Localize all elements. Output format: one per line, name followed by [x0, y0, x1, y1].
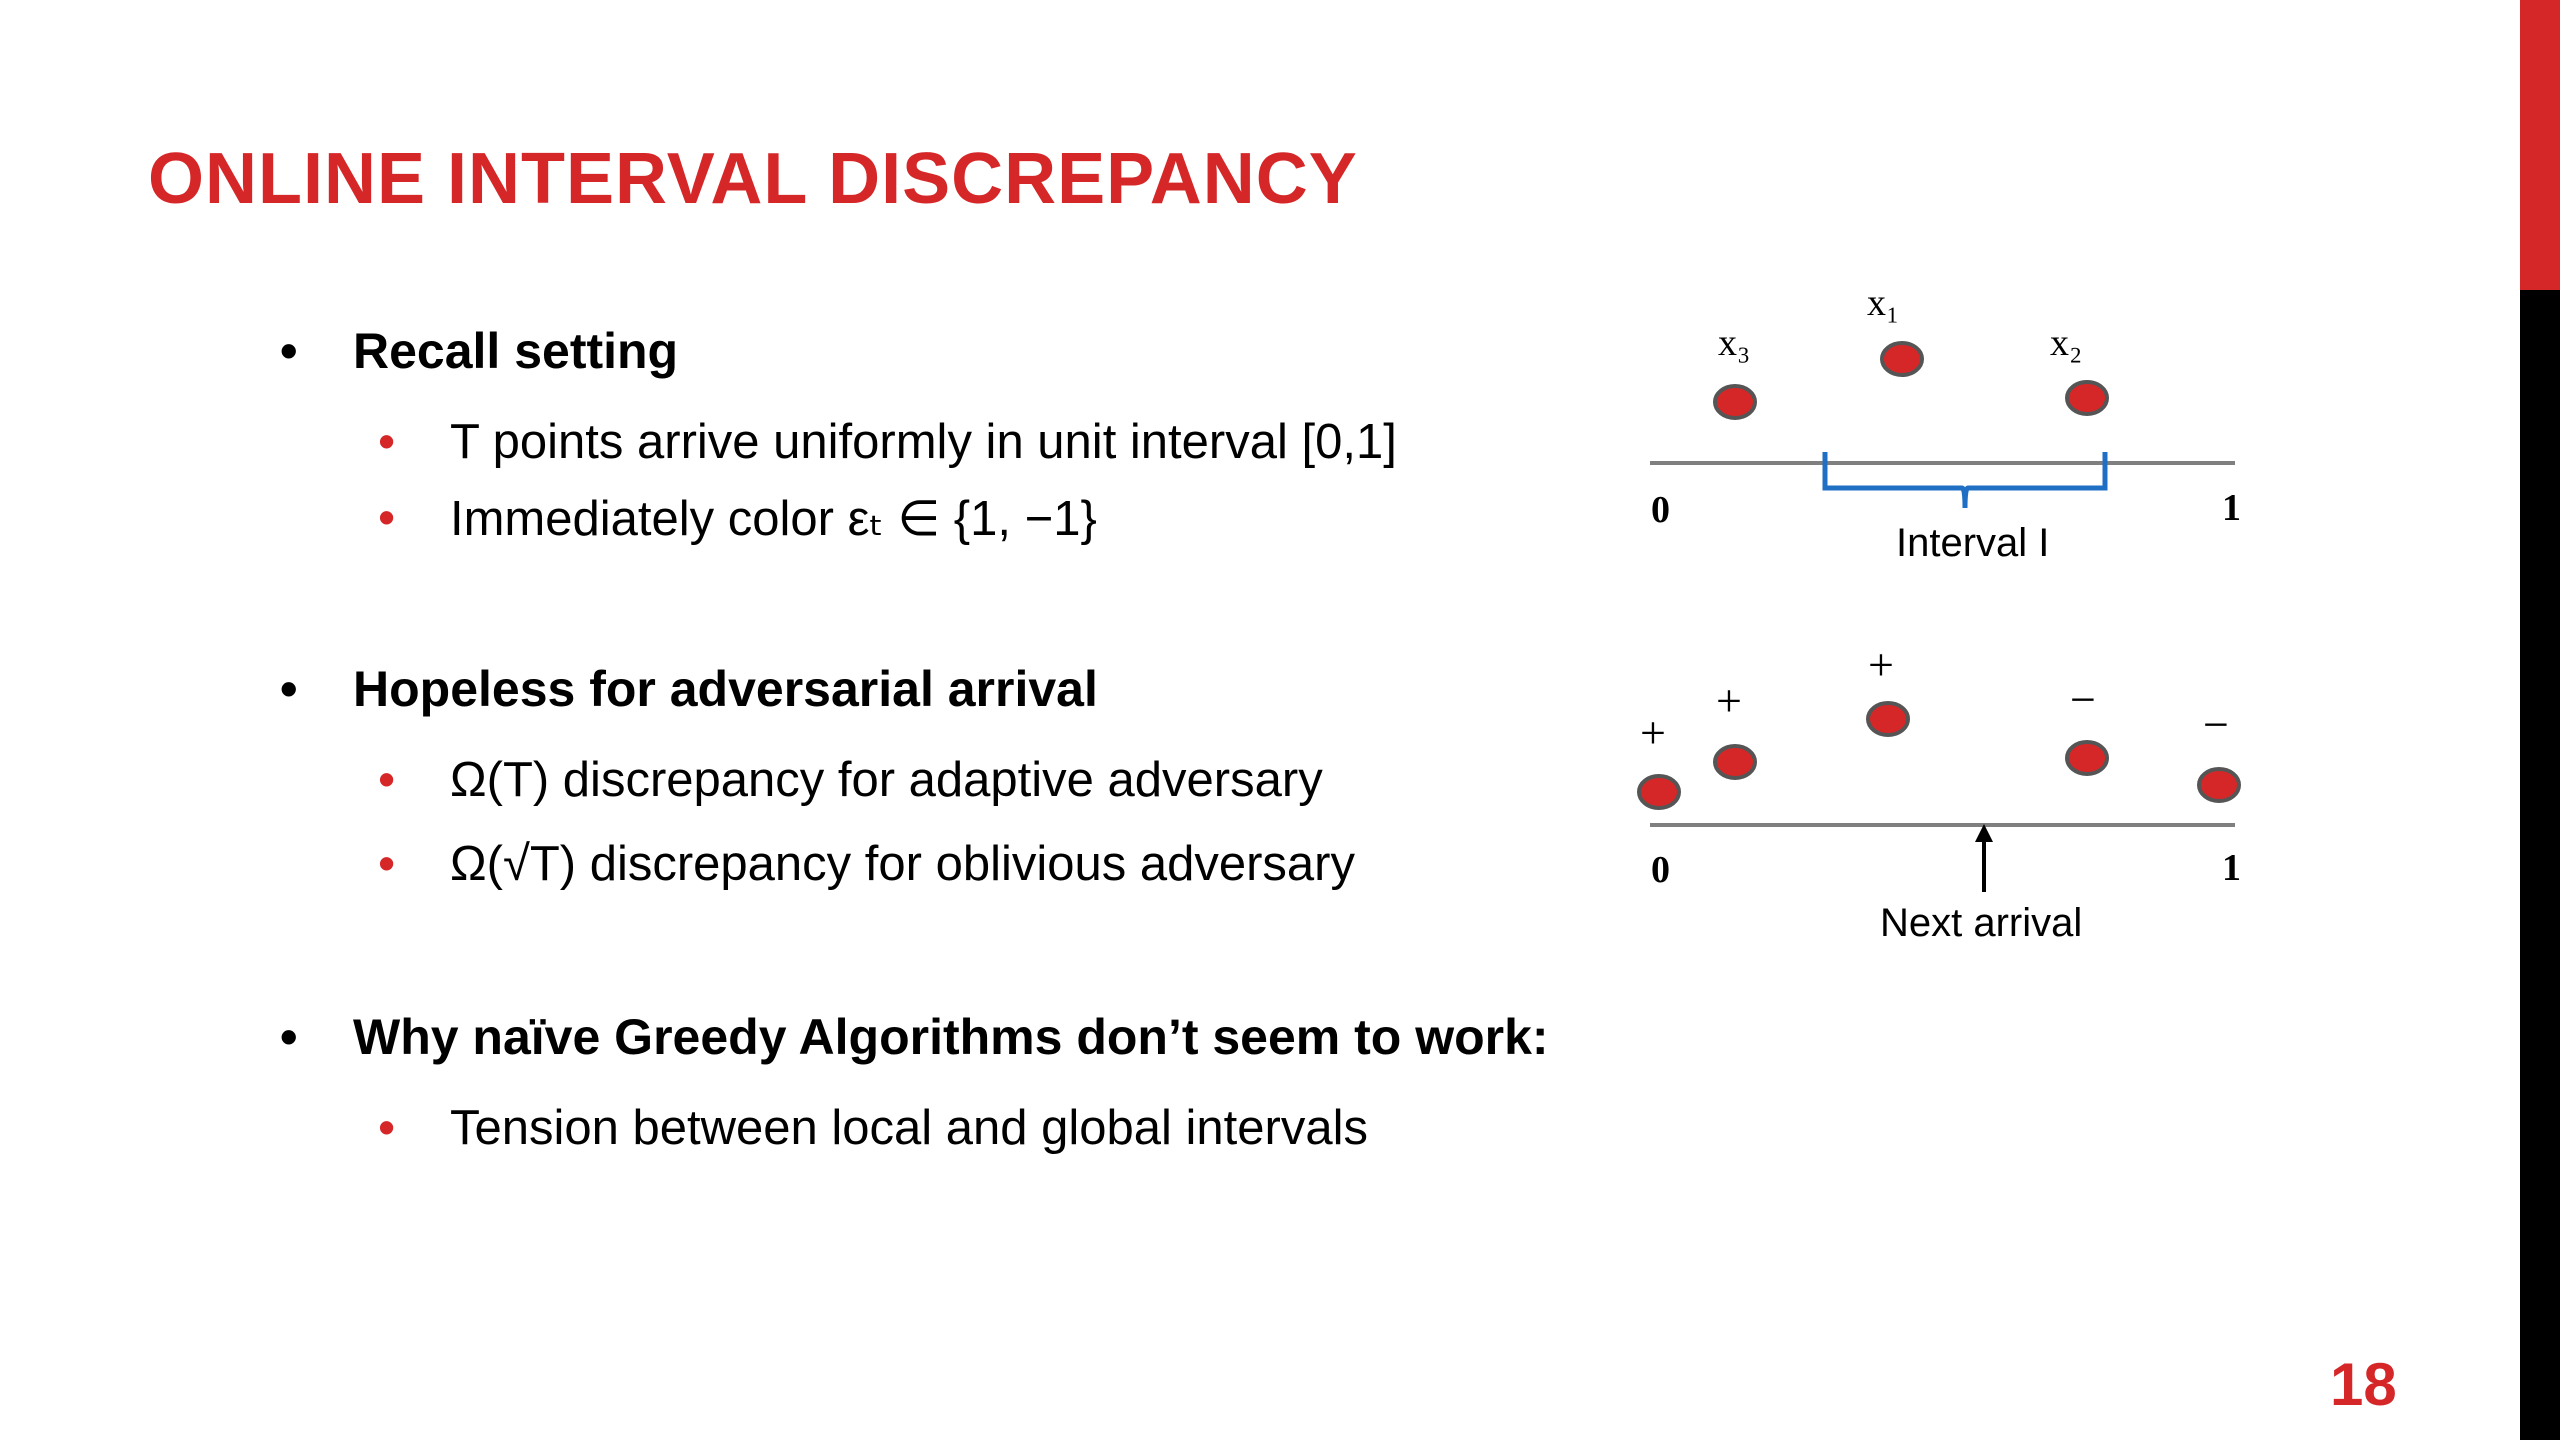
- point-minus-1: [2065, 740, 2109, 776]
- point-minus-2: [2197, 767, 2241, 803]
- top-interval-diagram: x₃ x₁ x₂ 0 1 Interval I: [1650, 282, 2241, 565]
- accent-bar-top: [2520, 0, 2560, 290]
- top-axis-start: 0: [1651, 489, 1670, 531]
- sign-minus-1: −: [2070, 674, 2096, 725]
- top-axis-end: 1: [2222, 487, 2241, 529]
- bullet-dot: •: [280, 661, 298, 717]
- subbullet-dot: •: [378, 415, 396, 469]
- subbullet-dot: •: [378, 753, 396, 807]
- point-plus-3: [1866, 701, 1910, 737]
- bullet-text: Recall setting: [353, 323, 679, 379]
- sign-plus-2: +: [1716, 675, 1742, 726]
- label-x1: x₁: [1867, 282, 1899, 324]
- subbullet-text: T points arrive uniformly in unit interv…: [450, 415, 1397, 469]
- subbullet-text: Tension between local and global interva…: [450, 1101, 1368, 1155]
- point-x1: [1880, 341, 1924, 377]
- subbullet-text: Immediately color εₜ ∈ {1, −1}: [450, 492, 1097, 546]
- next-arrival-label: Next arrival: [1880, 901, 2082, 945]
- bottom-axis-start: 0: [1651, 849, 1670, 891]
- interval-label: Interval I: [1896, 521, 2049, 565]
- bottom-arrival-diagram: + + + − − 0 1 Next arrival: [1637, 639, 2241, 945]
- label-x3: x₃: [1718, 322, 1750, 364]
- subbullet-text: Ω(T) discrepancy for adaptive adversary: [450, 753, 1323, 807]
- sign-minus-2: −: [2203, 699, 2229, 750]
- accent-bar-bottom: [2520, 290, 2560, 1440]
- bullet-text: Hopeless for adversarial arrival: [353, 661, 1098, 717]
- next-arrival-arrow-icon: [1975, 824, 1993, 842]
- subbullet-dot: •: [378, 1101, 396, 1155]
- bottom-axis-end: 1: [2222, 847, 2241, 889]
- point-x3: [1713, 384, 1757, 420]
- sign-plus-3: +: [1868, 639, 1894, 690]
- bullet-text: Why naïve Greedy Algorithms don’t seem t…: [353, 1009, 1549, 1065]
- subbullet-dot: •: [378, 837, 396, 891]
- subbullet-dot: •: [378, 491, 396, 545]
- interval-bracket: [1822, 452, 2108, 509]
- point-plus-2: [1713, 744, 1757, 780]
- point-plus-1: [1637, 774, 1681, 810]
- subbullet-text: Ω(√T) discrepancy for oblivious adversar…: [450, 837, 1355, 891]
- bullet-dot: •: [280, 1009, 298, 1065]
- point-x2: [2065, 380, 2109, 416]
- bullet-dot: •: [280, 323, 298, 379]
- sign-plus-1: +: [1640, 707, 1666, 758]
- slide-title: ONLINE INTERVAL DISCREPANCY: [148, 139, 1358, 219]
- page-number: 18: [2330, 1351, 2397, 1418]
- label-x2: x₂: [2050, 322, 2082, 364]
